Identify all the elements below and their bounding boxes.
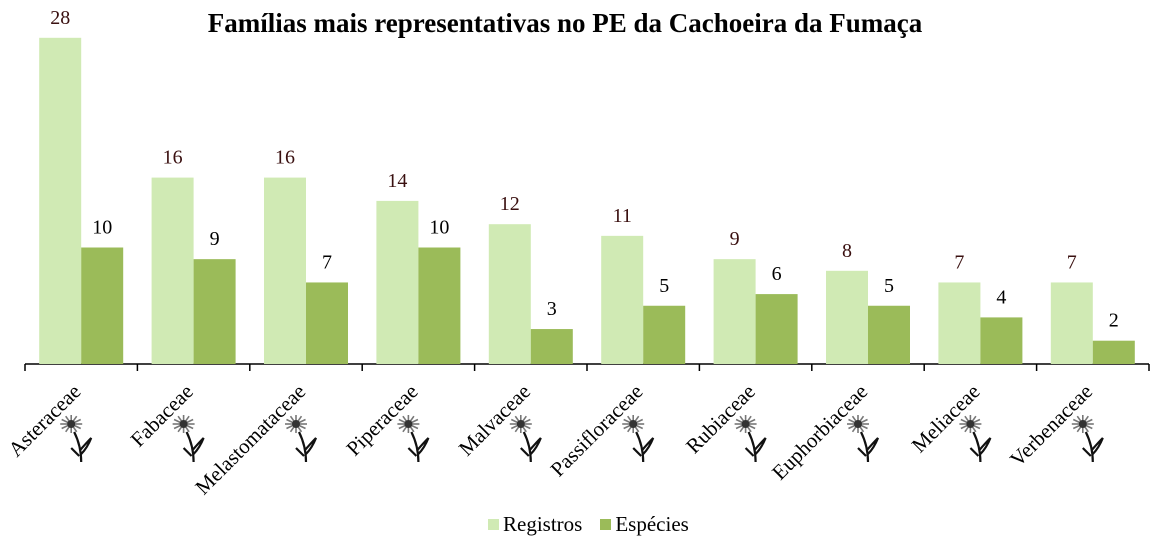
data-label: 9 <box>730 228 740 250</box>
flower-icon <box>60 415 93 463</box>
data-label: 7 <box>1067 251 1077 273</box>
data-label: 5 <box>884 275 894 297</box>
flower-icon <box>622 415 655 463</box>
legend-swatch-registros <box>488 519 499 530</box>
data-label: 4 <box>996 286 1006 308</box>
category-label: Passifloraceae <box>546 379 648 481</box>
flower-icon <box>959 415 992 463</box>
legend-label-especies: Espécies <box>615 512 689 536</box>
data-label: 16 <box>275 147 295 169</box>
data-label: 8 <box>842 240 852 262</box>
category-label: Euphorbiaceae <box>767 379 872 484</box>
data-label: 7 <box>954 251 964 273</box>
data-label: 11 <box>613 205 632 227</box>
data-label: 9 <box>210 228 220 250</box>
bar-registros <box>1050 282 1093 364</box>
data-label: 2 <box>1109 310 1119 332</box>
bar-espécies <box>755 294 798 364</box>
bar-espécies <box>980 317 1023 364</box>
flower-icon <box>734 415 767 463</box>
legend-item-especies: Espécies <box>600 512 689 537</box>
bar-espécies <box>643 305 686 364</box>
bar-espécies <box>306 282 348 364</box>
bar-registros <box>488 224 531 364</box>
bar-registros <box>938 282 981 364</box>
chart-title: Famílias mais representativas no PE da C… <box>207 8 923 38</box>
legend-swatch-especies <box>600 519 612 530</box>
flower-icon <box>847 415 880 463</box>
data-label: 3 <box>547 298 557 320</box>
bar-espécies <box>530 329 573 364</box>
flower-icon <box>509 415 542 463</box>
flower-icon <box>285 415 318 463</box>
data-label: 12 <box>500 193 520 215</box>
legend: Registros Espécies <box>488 512 689 537</box>
data-label: 10 <box>92 217 112 239</box>
flower-icon <box>397 415 430 463</box>
bar-registros <box>826 270 868 364</box>
data-label: 7 <box>322 251 332 273</box>
legend-item-registros: Registros <box>488 512 582 537</box>
bar-registros <box>151 177 194 364</box>
bar-registros <box>713 259 756 364</box>
bar-registros <box>264 177 306 364</box>
data-label: 16 <box>163 147 183 169</box>
bar-registros <box>601 235 644 364</box>
category-label: Rubiaceae <box>681 379 760 458</box>
flower-icon <box>1071 415 1104 463</box>
bar-espécies <box>418 247 461 364</box>
bar-registros <box>376 200 419 364</box>
bar-espécies <box>193 259 236 364</box>
legend-label-registros: Registros <box>503 512 583 536</box>
data-label: 28 <box>50 7 70 29</box>
data-label: 6 <box>772 263 782 285</box>
flower-icon <box>172 415 205 463</box>
bar-espécies <box>81 247 124 364</box>
bar-registros <box>39 37 82 365</box>
bar-espécies <box>1092 340 1135 364</box>
bar-espécies <box>868 305 910 364</box>
data-label: 10 <box>429 217 449 239</box>
data-label: 5 <box>659 275 669 297</box>
category-label: Meliaceae <box>907 379 985 457</box>
category-label: Melastomataceae <box>190 379 310 499</box>
data-label: 14 <box>387 170 407 192</box>
category-label: Fabaceae <box>126 379 198 451</box>
